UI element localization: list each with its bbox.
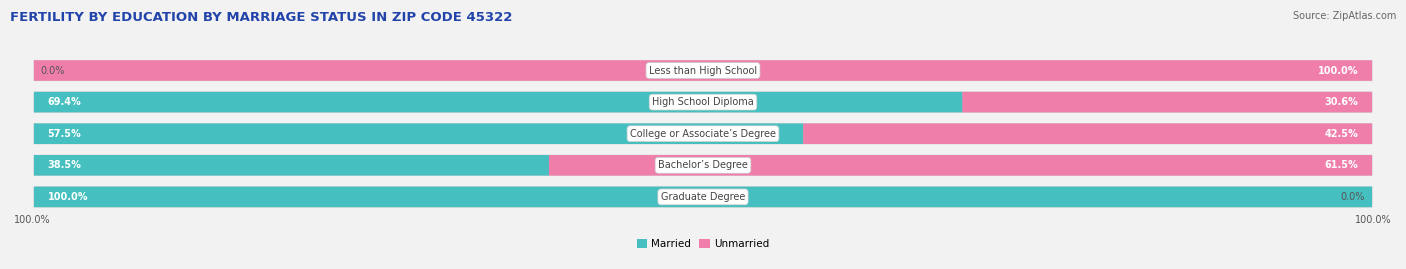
FancyBboxPatch shape (962, 92, 1372, 112)
FancyBboxPatch shape (34, 187, 1372, 207)
FancyBboxPatch shape (34, 123, 804, 144)
FancyBboxPatch shape (34, 155, 1372, 176)
Text: 61.5%: 61.5% (1324, 160, 1358, 170)
Text: College or Associate’s Degree: College or Associate’s Degree (630, 129, 776, 139)
Text: 42.5%: 42.5% (1324, 129, 1358, 139)
Text: 57.5%: 57.5% (48, 129, 82, 139)
FancyBboxPatch shape (34, 123, 1372, 144)
Text: Graduate Degree: Graduate Degree (661, 192, 745, 202)
Text: 0.0%: 0.0% (1341, 192, 1365, 202)
Text: Less than High School: Less than High School (650, 66, 756, 76)
Text: Bachelor’s Degree: Bachelor’s Degree (658, 160, 748, 170)
FancyBboxPatch shape (34, 187, 1372, 207)
FancyBboxPatch shape (34, 155, 550, 176)
FancyBboxPatch shape (803, 123, 1372, 144)
Text: Source: ZipAtlas.com: Source: ZipAtlas.com (1292, 11, 1396, 21)
Text: 100.0%: 100.0% (48, 192, 89, 202)
FancyBboxPatch shape (34, 60, 1372, 81)
Text: FERTILITY BY EDUCATION BY MARRIAGE STATUS IN ZIP CODE 45322: FERTILITY BY EDUCATION BY MARRIAGE STATU… (10, 11, 512, 24)
FancyBboxPatch shape (548, 155, 1372, 176)
FancyBboxPatch shape (34, 60, 1372, 81)
Text: 100.0%: 100.0% (14, 215, 51, 225)
FancyBboxPatch shape (34, 92, 1372, 112)
Text: 30.6%: 30.6% (1324, 97, 1358, 107)
FancyBboxPatch shape (34, 92, 963, 112)
Text: 69.4%: 69.4% (48, 97, 82, 107)
Text: 0.0%: 0.0% (41, 66, 65, 76)
Legend: Married, Unmarried: Married, Unmarried (633, 235, 773, 253)
Text: 38.5%: 38.5% (48, 160, 82, 170)
Text: 100.0%: 100.0% (1355, 215, 1392, 225)
Text: 100.0%: 100.0% (1317, 66, 1358, 76)
Text: High School Diploma: High School Diploma (652, 97, 754, 107)
